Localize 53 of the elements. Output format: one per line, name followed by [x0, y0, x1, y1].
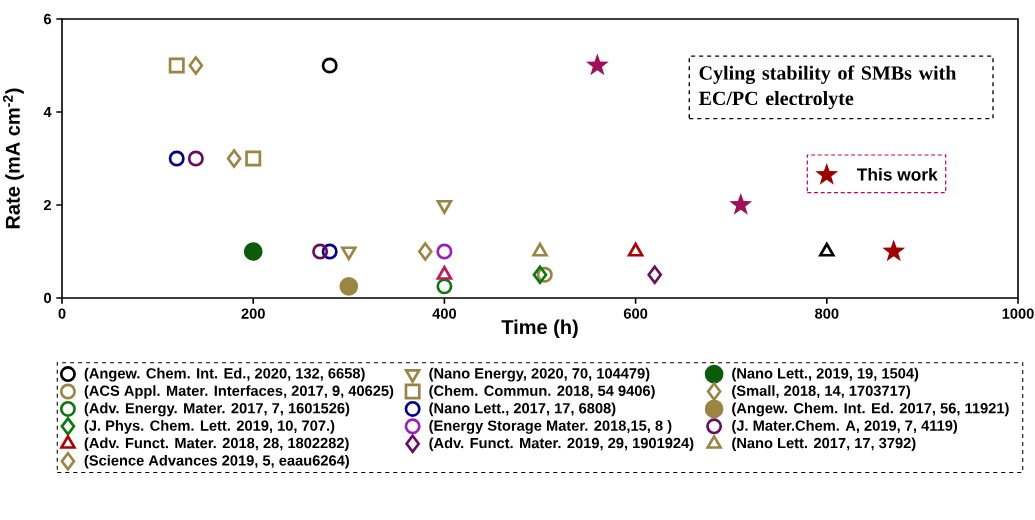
- y-tick-label: 0: [44, 292, 51, 304]
- legend-label: (Angew. Chem. Int. Ed. 2017, 56, 11921): [732, 402, 1009, 417]
- x-axis-title: Time (h): [501, 319, 578, 339]
- x-tick-label: 800: [815, 308, 839, 319]
- point: [312, 243, 329, 260]
- point: [436, 199, 453, 214]
- x-tick-label: 200: [241, 308, 265, 319]
- point: [585, 53, 609, 76]
- point: [819, 242, 835, 257]
- point: [188, 56, 204, 75]
- legend-label: (Nano Lett. 2017, 17, 3792): [732, 437, 916, 452]
- point: [436, 265, 453, 280]
- legend-label: (J. Mater.Chem. A, 2019, 7, 4119): [732, 420, 958, 434]
- point: [532, 242, 548, 257]
- legend-label: This work: [857, 167, 938, 181]
- legend-label: (Adv. Funct. Mater. 2018, 28, 1802282): [84, 437, 349, 452]
- legend-label: (Nano Lett., 2019, 19, 1504): [732, 367, 919, 382]
- point: [417, 242, 433, 261]
- point: [168, 150, 185, 167]
- point: [187, 150, 204, 167]
- legend-label: (Science Advances 2019, 5, eaau6264): [84, 454, 349, 469]
- point: [245, 150, 262, 167]
- y-tick-label: 2: [43, 199, 52, 211]
- point: [627, 242, 644, 257]
- annotation: Cyling stability of SMBs with EC/PC electrolyte: [698, 65, 957, 110]
- x-tick-label: 600: [623, 308, 648, 319]
- point: [729, 192, 753, 215]
- x-tick-label: 1000: [1002, 308, 1034, 319]
- point: [226, 149, 242, 168]
- point: [882, 239, 906, 262]
- legend-label: (Adv. Funct. Mater. 2019, 29, 1901924): [429, 437, 694, 452]
- x-tick-label: 400: [432, 308, 457, 319]
- point: [243, 242, 263, 261]
- y-axis-title: Rate (mA cm$^{-2}$): [2, 88, 24, 229]
- point: [436, 243, 453, 260]
- legend-label: (Energy Storage Mater. 2018,15, 8 ): [429, 420, 672, 434]
- point: [532, 265, 548, 285]
- point: [321, 57, 338, 74]
- legend-label: (Angew. Chem. Int. Ed., 2020, 132, 6658): [84, 367, 365, 382]
- legend-label: (J. Phys. Chem. Lett. 2019, 10, 707.): [84, 420, 335, 434]
- legend-label: (Small, 2018, 14, 1703717): [732, 385, 911, 399]
- x-tick-label: 0: [58, 308, 66, 319]
- legend-label: (Nano Lett., 2017, 17, 6808): [429, 402, 616, 417]
- point: [647, 265, 663, 285]
- point: [339, 277, 359, 296]
- point: [436, 278, 453, 295]
- legend-label: (ACS Appl. Mater. Interfaces, 2017, 9, 40625): [84, 385, 394, 399]
- legend-label: (Adv. Energy. Mater. 2017, 7, 1601526): [84, 402, 350, 417]
- legend-label: (Nano Energy, 2020, 70, 104479): [429, 367, 650, 382]
- legend-label: (Chem. Commun. 2018, 54 9406): [429, 385, 655, 399]
- point: [168, 57, 185, 74]
- y-tick-label: 6: [44, 13, 52, 25]
- y-tick-label: 4: [43, 106, 52, 118]
